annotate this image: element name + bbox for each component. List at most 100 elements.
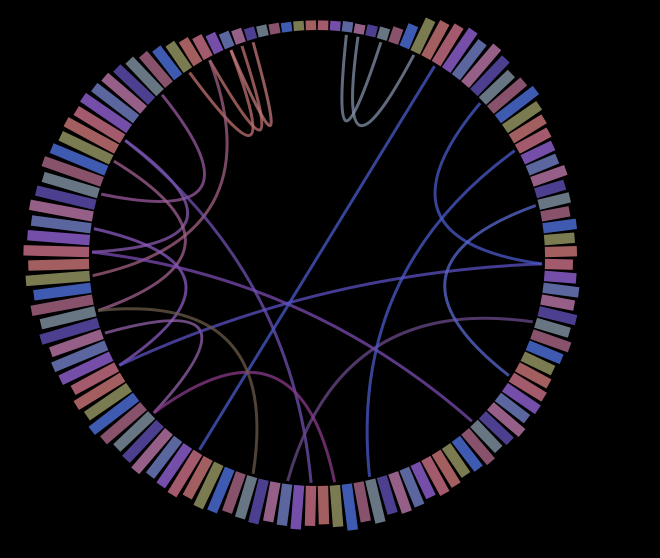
bar <box>441 442 471 478</box>
bar <box>543 232 576 246</box>
bar <box>431 449 461 488</box>
bar <box>290 484 305 530</box>
bar <box>534 179 567 199</box>
bar <box>461 43 502 89</box>
bar <box>30 215 92 234</box>
chord <box>351 36 416 127</box>
bar <box>501 382 541 415</box>
bar <box>39 306 97 330</box>
bar <box>461 427 496 466</box>
chord <box>97 159 187 312</box>
bar <box>28 258 90 271</box>
bar <box>280 21 293 33</box>
bar <box>410 461 436 500</box>
bar <box>138 50 173 89</box>
bar <box>39 317 100 345</box>
bar <box>49 143 109 176</box>
bar <box>365 24 378 38</box>
bar <box>263 481 281 523</box>
bar <box>421 455 450 497</box>
bar <box>514 127 552 154</box>
bar <box>537 192 572 210</box>
bar <box>353 481 371 523</box>
bar <box>478 69 515 105</box>
bar <box>388 471 412 514</box>
bar <box>63 117 120 154</box>
bar <box>520 351 556 376</box>
bar <box>530 164 568 187</box>
bar <box>27 230 91 246</box>
bar <box>525 340 564 365</box>
bar <box>543 270 577 284</box>
bar <box>276 483 293 526</box>
bar <box>514 362 552 389</box>
bar <box>248 478 269 525</box>
bar <box>23 245 90 258</box>
bar <box>544 245 578 258</box>
bar <box>28 199 94 222</box>
bar <box>131 427 173 475</box>
chord <box>124 139 313 484</box>
bar <box>207 466 235 514</box>
chord <box>100 93 206 203</box>
bar <box>34 185 97 210</box>
bar <box>41 156 104 187</box>
bar <box>525 153 560 176</box>
chord <box>118 262 542 367</box>
chord <box>198 65 436 451</box>
chord <box>98 307 259 474</box>
bar <box>256 24 269 38</box>
bar <box>165 40 193 74</box>
bar <box>376 26 391 41</box>
bar <box>421 19 450 61</box>
bar <box>494 392 531 424</box>
bar <box>431 23 464 67</box>
bar <box>83 382 133 421</box>
chord <box>93 227 188 367</box>
bar <box>542 282 580 298</box>
chord <box>91 250 473 423</box>
bar <box>470 55 510 97</box>
bar <box>33 282 92 301</box>
bar <box>58 131 114 165</box>
bar <box>542 218 578 234</box>
chord <box>365 149 516 477</box>
bar <box>399 23 419 50</box>
bar <box>520 140 556 165</box>
bar <box>25 270 91 287</box>
bar <box>508 372 547 402</box>
bar <box>508 114 547 144</box>
bar <box>41 171 100 199</box>
bar <box>501 100 543 134</box>
bar <box>218 30 235 50</box>
bar <box>205 31 224 55</box>
bar <box>113 411 156 452</box>
bar <box>145 435 183 479</box>
bar <box>399 466 425 508</box>
bar <box>192 34 213 61</box>
bar <box>329 484 344 528</box>
bar <box>530 329 572 353</box>
chord <box>188 49 255 137</box>
bar <box>125 56 164 97</box>
bar <box>91 82 140 124</box>
bar <box>329 20 341 32</box>
bar <box>540 206 571 222</box>
bar <box>486 77 528 114</box>
bar <box>388 26 404 45</box>
chord <box>340 34 383 123</box>
bar <box>451 435 483 472</box>
bar <box>268 22 281 35</box>
bar <box>88 392 140 436</box>
bar <box>376 475 398 515</box>
bar <box>341 483 358 531</box>
bar <box>156 442 193 489</box>
bar <box>540 294 576 311</box>
bar <box>58 351 114 385</box>
bar <box>101 72 148 114</box>
bar <box>49 329 104 358</box>
bar <box>113 64 156 105</box>
chord <box>104 319 204 414</box>
bar <box>353 23 366 35</box>
